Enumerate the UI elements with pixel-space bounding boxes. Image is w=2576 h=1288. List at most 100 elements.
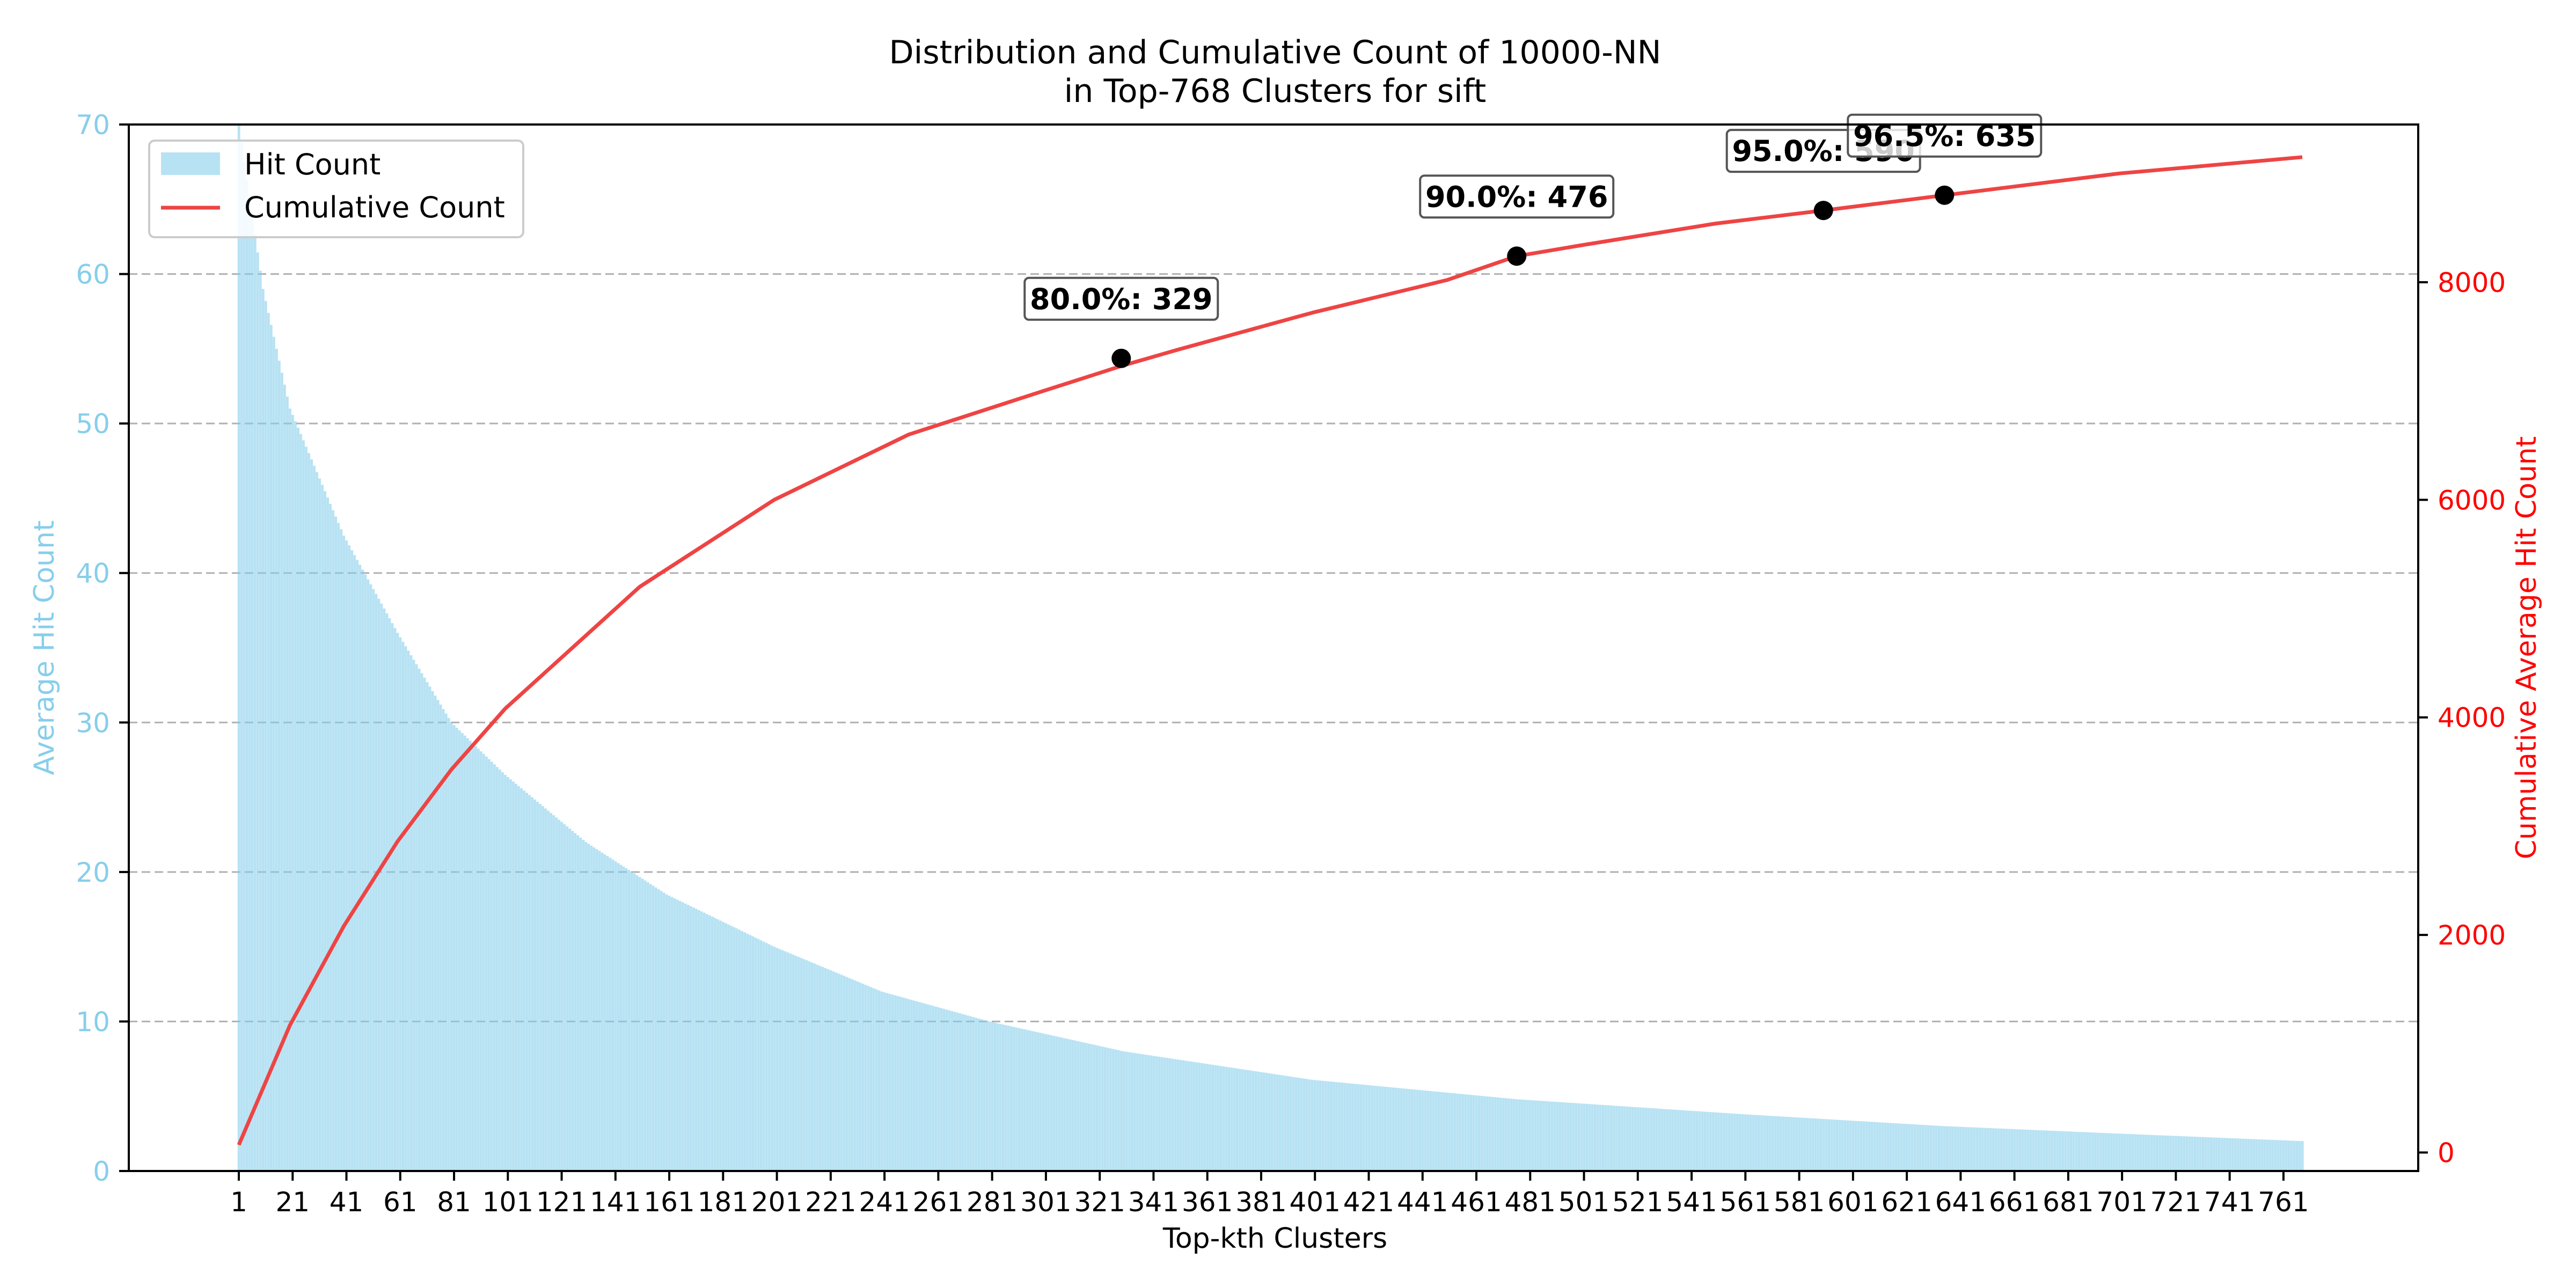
bar — [1095, 1045, 1099, 1171]
bar — [2128, 1134, 2132, 1171]
bar — [1714, 1112, 1717, 1171]
bar — [466, 738, 469, 1171]
y-tick-right-label: 6000 — [2438, 485, 2506, 516]
bar — [1475, 1095, 1478, 1171]
bar — [840, 975, 843, 1171]
bar — [1184, 1060, 1188, 1171]
annotation-point — [1813, 201, 1833, 221]
bar — [361, 569, 364, 1171]
bar — [1087, 1043, 1091, 1171]
bar — [1483, 1096, 1486, 1171]
bar — [724, 923, 727, 1171]
bar — [1249, 1070, 1252, 1171]
bar — [1515, 1099, 1518, 1171]
bar — [1558, 1102, 1561, 1171]
bar — [1327, 1081, 1330, 1171]
x-tick-label: 381 — [1235, 1187, 1286, 1218]
bar — [509, 779, 512, 1171]
bar — [350, 550, 354, 1171]
bar — [2110, 1133, 2113, 1171]
bar — [1758, 1115, 1760, 1171]
bar — [1182, 1060, 1185, 1171]
bar — [775, 948, 779, 1171]
bar — [1257, 1071, 1260, 1171]
bar — [528, 795, 531, 1171]
bar — [1098, 1046, 1101, 1171]
bar — [714, 918, 716, 1171]
x-tick-label: 701 — [2096, 1187, 2147, 1218]
bar — [837, 974, 840, 1171]
bar — [1978, 1128, 1981, 1171]
bar — [2091, 1132, 2094, 1171]
bar — [1055, 1036, 1058, 1171]
bar — [692, 908, 695, 1171]
bar — [601, 852, 604, 1171]
bar — [455, 728, 458, 1171]
bar — [1825, 1119, 1828, 1171]
bar — [2026, 1130, 2030, 1171]
bar — [1889, 1123, 1892, 1171]
bar — [2196, 1137, 2199, 1171]
bar — [1728, 1113, 1731, 1171]
bar — [1158, 1056, 1161, 1171]
bar — [415, 664, 418, 1171]
bar — [1235, 1068, 1239, 1171]
bar — [1413, 1089, 1416, 1171]
bar — [1491, 1096, 1494, 1171]
bar — [345, 540, 348, 1171]
bar — [877, 990, 881, 1171]
bar — [2158, 1135, 2161, 1171]
x-axis-label: Top-kth Clusters — [1162, 1223, 1387, 1255]
y-tick-right-label: 4000 — [2438, 702, 2506, 734]
bar — [975, 1018, 978, 1171]
bar — [512, 781, 515, 1171]
bar — [1951, 1126, 1954, 1171]
bar — [1103, 1047, 1107, 1171]
bar — [2088, 1132, 2091, 1171]
bar — [1349, 1083, 1351, 1171]
bar — [1241, 1069, 1244, 1171]
x-tick-label: 661 — [1989, 1187, 2040, 1218]
bar — [1375, 1086, 1379, 1171]
bar — [1066, 1038, 1069, 1171]
bar — [552, 815, 555, 1171]
bar — [2064, 1131, 2067, 1171]
bar — [299, 434, 302, 1172]
bar — [1542, 1101, 1545, 1171]
bar — [1529, 1100, 1532, 1171]
bar — [1246, 1070, 1249, 1171]
bar — [2209, 1137, 2213, 1171]
bar — [910, 1000, 913, 1171]
bar — [428, 686, 431, 1171]
bar — [1424, 1091, 1427, 1171]
bar — [2075, 1131, 2078, 1171]
bar — [1499, 1097, 1502, 1171]
x-tick-label: 741 — [2204, 1187, 2255, 1218]
bar — [835, 972, 838, 1171]
bar — [843, 976, 846, 1171]
bar — [1548, 1101, 1550, 1171]
x-tick-label: 41 — [330, 1187, 364, 1218]
bar — [477, 749, 480, 1171]
bar — [916, 1001, 918, 1171]
bar — [458, 730, 461, 1171]
bar — [324, 491, 326, 1171]
bar — [1238, 1069, 1241, 1171]
bar — [2018, 1129, 2022, 1171]
bar — [550, 813, 553, 1171]
bar — [1009, 1026, 1013, 1171]
bar — [302, 440, 305, 1171]
bar — [1133, 1053, 1136, 1171]
bar — [738, 930, 741, 1171]
bar — [845, 977, 848, 1171]
bar — [2285, 1140, 2288, 1171]
bar — [1924, 1125, 1927, 1171]
x-tick-label: 161 — [643, 1187, 694, 1218]
bar — [2290, 1140, 2293, 1171]
bar — [1997, 1128, 2000, 1171]
bar — [1082, 1042, 1085, 1171]
bar — [937, 1007, 940, 1171]
bar — [924, 1004, 926, 1171]
bar — [649, 884, 652, 1171]
bar — [442, 709, 445, 1171]
